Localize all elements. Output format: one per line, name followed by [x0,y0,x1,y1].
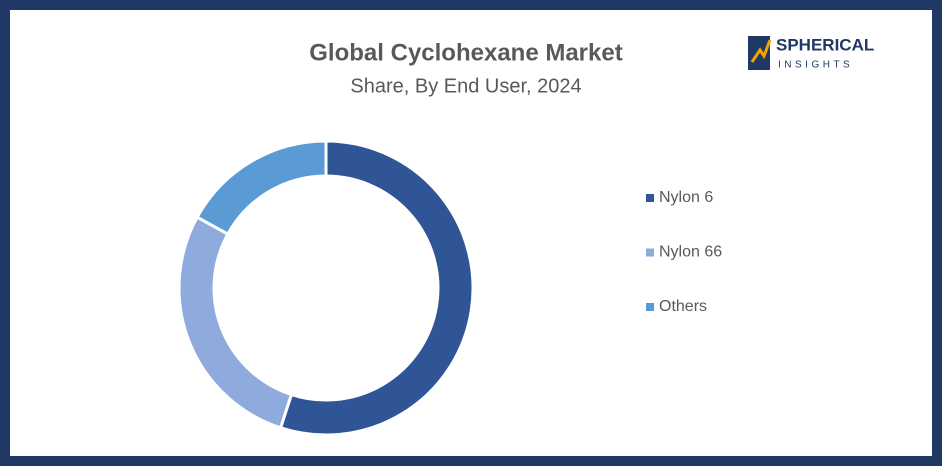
legend-label: Others [659,298,707,315]
frame: Global Cyclohexane Market Share, By End … [10,10,932,456]
legend-swatch [646,248,654,257]
legend-swatch [646,194,654,202]
logo: SPHERICAL INSIGHTS [748,35,874,71]
logo-name: SPHERICAL [776,35,874,54]
donut-slice [278,139,475,437]
donut-slice [177,215,294,430]
chart-title: Global Cyclohexane Market [309,39,622,66]
logo-tagline: INSIGHTS [778,60,853,71]
legend-label: Nylon 66 [659,244,722,261]
logo-icon-line [750,39,772,63]
legend-label: Nylon 6 [659,189,713,206]
chart: Global Cyclohexane Market Share, By End … [177,35,874,437]
donut-slice [195,139,328,237]
chart-subtitle: Share, By End User, 2024 [350,75,581,97]
legend-swatch [646,303,654,311]
